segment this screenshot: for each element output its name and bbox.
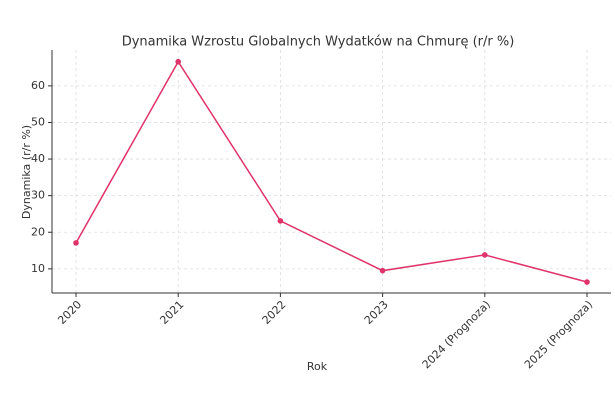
x-tick-label: 2021 [157,298,186,327]
line [75,60,588,283]
x-tick-label: 2025 (Prognoza) [522,298,595,371]
y-tick-label: 20 [31,225,45,238]
x-tick-label: 2022 [260,298,289,327]
point [277,218,284,224]
point [379,267,386,274]
x-tick-label: 2023 [362,298,391,327]
y-axis-label: Dynamika (r/r %) [20,125,33,219]
point [73,240,79,246]
y-tick-label: 60 [31,79,45,92]
y-tick-label: 40 [31,152,45,165]
x-tick-label: 2024 (Prognoza) [420,298,493,371]
point [482,252,488,258]
y-tick-label: 30 [31,189,45,202]
point [584,279,590,285]
chart-title: Dynamika Wzrostu Globalnych Wydatków na … [122,35,515,50]
y-tick-label: 50 [31,115,45,128]
x-tick-label: 2020 [55,298,84,327]
point [175,58,181,65]
x-axis-label: Rok [307,360,328,373]
y-tick-label: 10 [31,262,45,275]
